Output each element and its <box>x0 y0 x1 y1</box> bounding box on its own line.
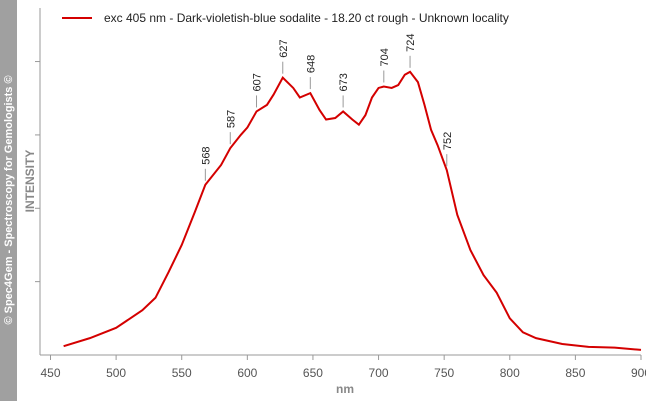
x-tick-label: 850 <box>565 366 585 380</box>
peak-label: 704 <box>379 48 391 66</box>
x-axis-label: nm <box>336 382 354 396</box>
x-tick-label: 450 <box>40 366 60 380</box>
x-tick-label: 550 <box>172 366 192 380</box>
x-tick-label: 500 <box>106 366 126 380</box>
peak-label: 648 <box>305 55 317 73</box>
x-tick-label: 800 <box>500 366 520 380</box>
x-tick-label: 750 <box>434 366 454 380</box>
x-tick-label: 650 <box>303 366 323 380</box>
peak-label: 607 <box>252 73 264 91</box>
peak-label: 724 <box>405 33 417 51</box>
spectrum-line <box>63 70 642 351</box>
peak-label: 568 <box>200 146 212 164</box>
peak-label: 752 <box>442 132 454 150</box>
peak-label: 587 <box>225 110 237 128</box>
x-tick-label: 900 <box>631 366 646 380</box>
sidebar <box>0 0 17 401</box>
watermark: © Spec4Gem - Spectroscopy for Gemologist… <box>3 75 15 324</box>
legend-label: exc 405 nm - Dark-violetish-blue sodalit… <box>104 11 509 25</box>
x-tick-label: 600 <box>237 366 257 380</box>
peak-label: 673 <box>338 73 350 91</box>
peak-label: 627 <box>278 39 290 57</box>
x-tick-label: 700 <box>369 366 389 380</box>
y-axis-label: INTENSITY <box>23 150 37 213</box>
